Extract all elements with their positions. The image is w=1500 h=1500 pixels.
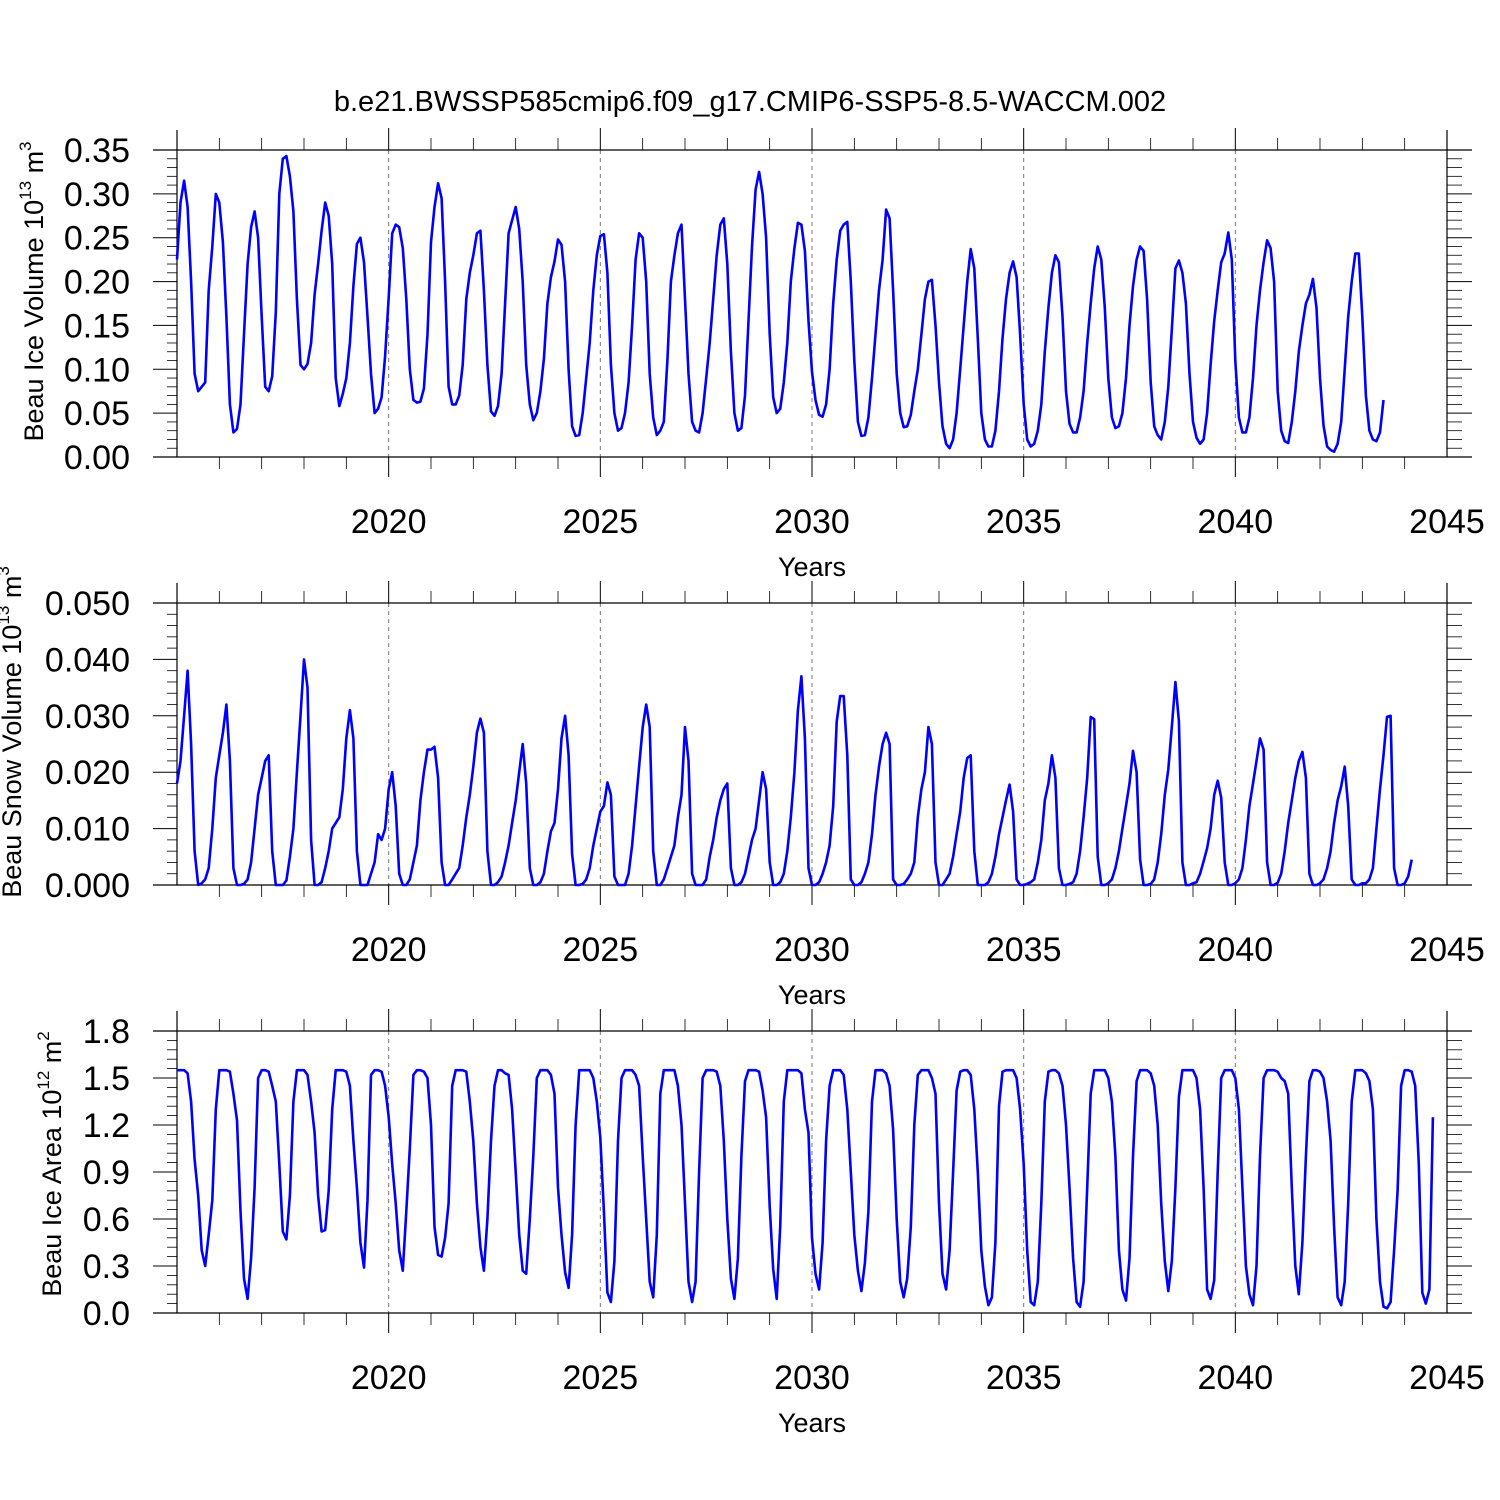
snow-volume-ytick-label: 0.010 <box>45 811 130 849</box>
ice-area-panel: 0.0 0.3 0.6 0.9 1.2 1.5 1.8 2020 2025 2030 2035 204… <box>34 1009 1485 1438</box>
snow-volume-xtick-label-2030: 2030 <box>774 931 850 969</box>
ice-volume-y-label: Beau Ice Volume 1013 m3 <box>16 141 49 441</box>
ice-area-ytick-label: 0.3 <box>83 1248 130 1286</box>
ice-volume-ytick-label: 0.20 <box>64 264 130 302</box>
ice-area-ytick-label: 0.6 <box>83 1201 130 1239</box>
ice-volume-xtick-label-2020: 2020 <box>351 503 427 541</box>
snow-volume-ytick-label: 0.030 <box>45 698 130 736</box>
ice-area-y-label: Beau Ice Area 1012 m2 <box>34 1031 67 1297</box>
snow-volume-ytick-label: 0.000 <box>45 867 130 905</box>
snow-volume-series-line <box>175 658 1413 887</box>
ice-volume-series-line <box>175 154 1385 454</box>
ice-volume-xtick-label-2030: 2030 <box>774 503 850 541</box>
ice-area-series-line <box>177 1068 1435 1310</box>
ice-volume-x-label: Years <box>778 552 846 582</box>
ice-volume-ytick-label: 0.30 <box>64 176 130 214</box>
ice-volume-xtick-label-2040: 2040 <box>1198 503 1274 541</box>
ice-volume-xtick-label-2025: 2025 <box>563 503 639 541</box>
snow-volume-ytick-label: 0.020 <box>45 754 130 792</box>
ice-volume-ytick-label: 0.05 <box>64 395 130 433</box>
ice-area-ytick-label: 1.2 <box>83 1107 130 1145</box>
figure-title: b.e21.BWSSP585cmip6.f09_g17.CMIP6-SSP5-8… <box>334 86 1166 118</box>
snow-volume-xtick-label-2040: 2040 <box>1198 931 1274 969</box>
ice-area-ytick-label: 0.0 <box>83 1295 130 1333</box>
ice-area-x-label: Years <box>778 1408 846 1438</box>
ice-volume-ytick-label: 0.10 <box>64 351 130 389</box>
ice-area-xtick-label-2040: 2040 <box>1198 1359 1274 1397</box>
ice-area-xtick-label-2045: 2045 <box>1409 1359 1485 1397</box>
ice-volume-xtick-label-2035: 2035 <box>986 503 1062 541</box>
ice-area-ytick-label: 1.5 <box>83 1060 130 1098</box>
ice-volume-ytick-label: 0.25 <box>64 220 130 258</box>
ice-volume-panel: 0.00 0.05 0.10 0.15 0.20 0.25 0.30 0.35 2020 2025… <box>16 128 1485 582</box>
ice-volume-ytick-label: 0.00 <box>64 439 130 477</box>
ice-volume-ytick-label: 0.15 <box>64 307 130 345</box>
ice-area-ytick-label: 0.9 <box>83 1154 130 1192</box>
snow-volume-ytick-label: 0.050 <box>45 585 130 623</box>
ice-area-xtick-label-2025: 2025 <box>563 1359 639 1397</box>
ice-area-ytick-label: 1.8 <box>83 1013 130 1051</box>
snow-volume-xtick-label-2035: 2035 <box>986 931 1062 969</box>
snow-volume-xtick-label-2025: 2025 <box>563 931 639 969</box>
snow-volume-xtick-label-2020: 2020 <box>351 931 427 969</box>
snow-volume-panel: 0.000 0.010 0.020 0.030 0.040 0.050 2020 2025 20… <box>0 566 1485 1010</box>
ice-area-xtick-label-2030: 2030 <box>774 1359 850 1397</box>
ice-area-xtick-label-2035: 2035 <box>986 1359 1062 1397</box>
snow-volume-x-label: Years <box>778 980 846 1010</box>
ice-volume-xtick-label-2045: 2045 <box>1409 503 1485 541</box>
ice-area-xtick-label-2020: 2020 <box>351 1359 427 1397</box>
snow-volume-ytick-label: 0.040 <box>45 641 130 679</box>
snow-volume-y-label: Beau Snow Volume 1013 m3 <box>0 566 27 898</box>
ice-volume-ytick-label: 0.35 <box>64 132 130 170</box>
snow-volume-xtick-label-2045: 2045 <box>1409 931 1485 969</box>
